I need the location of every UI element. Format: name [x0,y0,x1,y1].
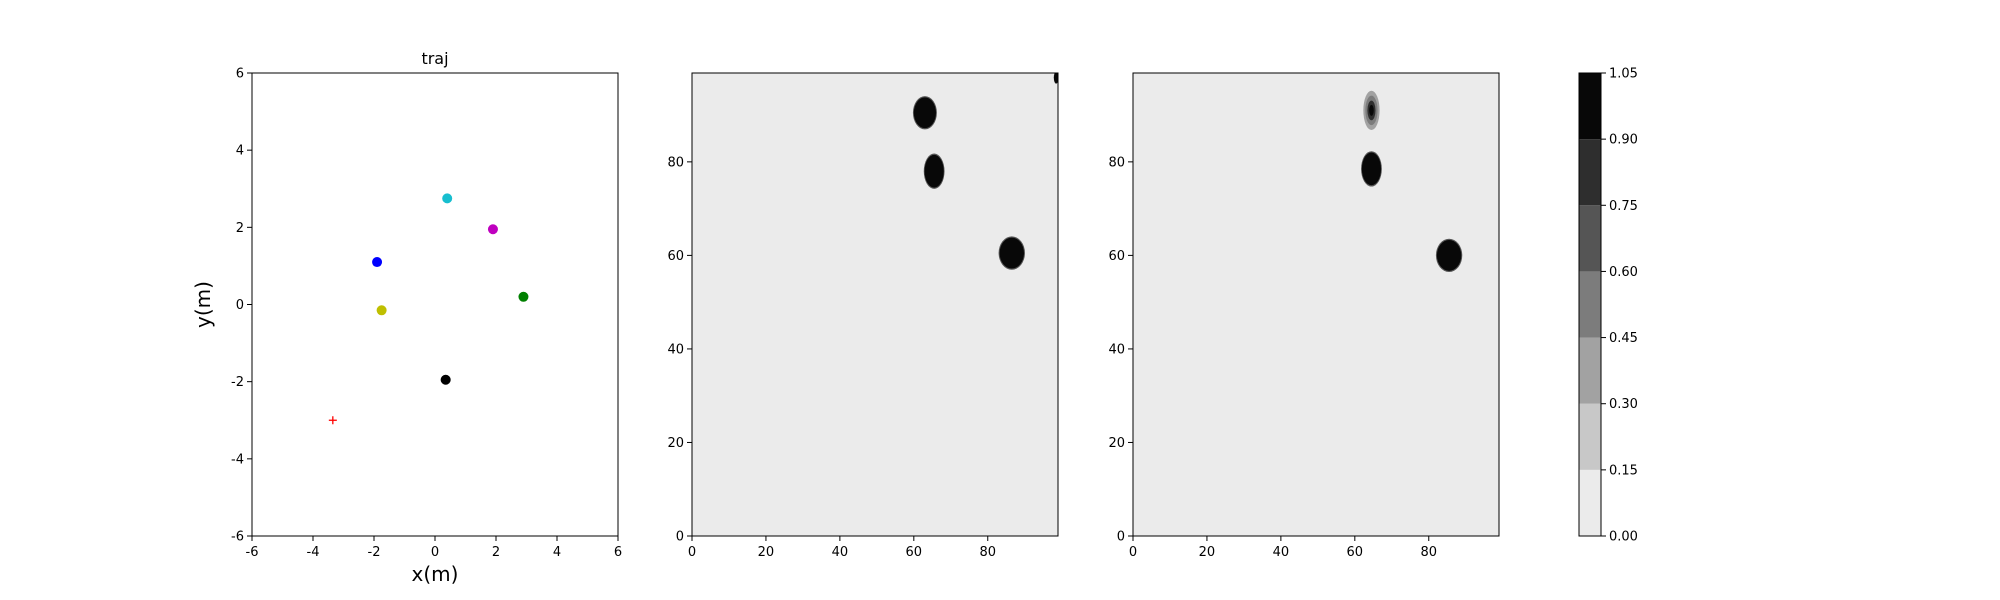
y-tick-label: -2 [231,375,244,390]
scatter-point [518,291,529,302]
heatmap-blob [1436,239,1462,271]
colorbar-tick-label: 0.45 [1609,331,1638,346]
x-tick-label: 80 [979,545,996,560]
y-axis-label: y(m) [191,281,215,328]
colorbar-band [1579,73,1601,140]
y-tick-label: 0 [236,298,244,313]
scatter-point [487,224,498,235]
scatter-point [442,193,453,204]
y-tick-label: 80 [667,155,684,170]
x-axis-label: x(m) [412,562,459,586]
x-tick-label: 20 [1199,545,1216,560]
x-tick-label: -4 [307,545,320,560]
scatter-point [376,305,387,316]
colorbar-band [1579,403,1601,470]
x-tick-label: 0 [688,545,696,560]
heatmap-blob-band [1369,104,1374,116]
colorbar-frame [1578,72,1602,537]
heatmap-blob [924,154,944,188]
x-tick-label: -2 [368,545,381,560]
y-tick-label: 60 [667,249,684,264]
y-tick-label: 40 [667,342,684,357]
x-tick-label: 80 [1420,545,1437,560]
axes-frame [691,72,1059,537]
x-tick-label: 20 [758,545,775,560]
x-tick-label: 0 [431,545,439,560]
colorbar-band [1579,139,1601,206]
colorbar-tick-label: 0.00 [1609,530,1638,545]
plus-marker [328,416,337,425]
colorbar-band [1579,337,1601,404]
y-tick-label: 60 [1108,249,1125,264]
y-tick-label: -6 [231,530,244,545]
heatmap-blob [913,97,937,129]
heatmap-blobs [1361,90,1463,273]
scatter-plot-area [252,73,618,536]
colorbar-band [1579,469,1601,536]
chart-title: traj [421,49,448,68]
heatmap-blobs [912,73,1058,270]
colorbar-tick-label: 1.05 [1609,67,1638,82]
x-tick-label: 0 [1129,545,1137,560]
scatter-point [372,257,383,268]
colorbar-tick-label: 0.15 [1609,463,1638,478]
colorbar-tick-label: 0.75 [1609,199,1638,214]
x-tick-label: 60 [1347,545,1364,560]
y-tick-label: 0 [676,530,684,545]
colorbar-tick-label: 0.60 [1609,265,1638,280]
y-tick-label: 80 [1108,155,1125,170]
y-tick-label: 0 [1117,530,1125,545]
heatmap-background [1133,73,1499,536]
x-tick-label: 40 [832,545,849,560]
x-tick-label: 2 [492,545,500,560]
colorbar-tick-label: 0.90 [1609,133,1638,148]
colorbar-band [1579,205,1601,272]
heatmap-background [692,73,1058,536]
heatmap-blob [1053,73,1058,84]
x-tick-label: 4 [553,545,561,560]
x-tick-label: 40 [1273,545,1290,560]
heatmap-blob [999,237,1024,269]
colorbar-band [1579,271,1601,338]
axes-frame [1132,72,1500,537]
scatter-point [440,374,451,385]
x-tick-label: 60 [906,545,923,560]
y-tick-label: 6 [236,67,244,82]
colorbar-tick-label: 0.30 [1609,397,1638,412]
x-tick-label: 6 [614,545,622,560]
heatmap-blob [1361,152,1382,186]
y-tick-label: 20 [667,436,684,451]
y-tick-label: 20 [1108,436,1125,451]
y-tick-label: 4 [236,144,244,159]
x-tick-label: -6 [246,545,259,560]
y-tick-label: 2 [236,221,244,236]
y-tick-label: -4 [231,452,244,467]
y-tick-label: 40 [1108,342,1125,357]
